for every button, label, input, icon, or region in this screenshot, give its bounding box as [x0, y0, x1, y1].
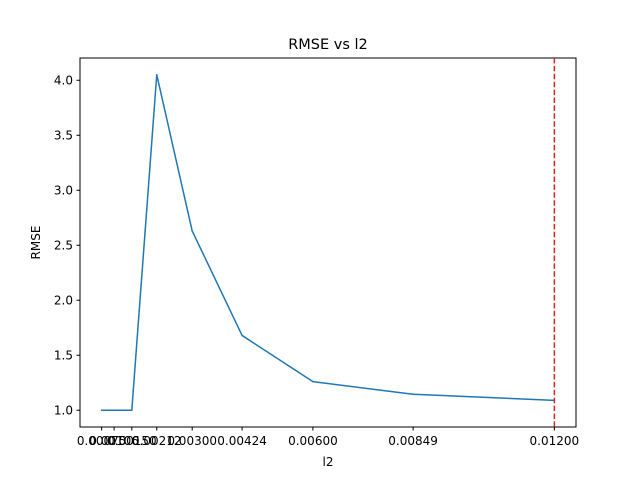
axes-frame — [79, 57, 577, 428]
data-point — [131, 409, 133, 412]
x-tick-label: 0.00212 — [132, 434, 182, 448]
y-tick-label: 1.0 — [54, 404, 73, 418]
x-tick-label: 0.00075 — [77, 434, 127, 448]
data-point — [241, 334, 243, 337]
x-tick-label: 0.00106 — [89, 434, 139, 448]
x-tick-label: 0.00849 — [388, 434, 438, 448]
y-tick-label: 2.0 — [54, 294, 73, 308]
y-tick-label: 1.5 — [54, 349, 73, 363]
data-point — [155, 73, 158, 76]
data-point — [191, 230, 193, 232]
x-tick-label: 0.00300 — [167, 434, 217, 448]
plot-area — [79, 57, 577, 428]
x-tick-label: 0.01200 — [530, 434, 580, 448]
y-axis: 1.0 1.5 2.0 2.5 3.0 3.5 4.0 — [54, 74, 80, 418]
data-point — [100, 409, 103, 412]
y-tick-label: 3.5 — [54, 129, 73, 143]
x-tick-label: 0.00600 — [288, 434, 338, 448]
data-point — [312, 380, 314, 383]
y-axis-label: RMSE — [29, 226, 43, 260]
x-tick-label: 0.00150 — [107, 434, 157, 448]
data-point — [113, 409, 115, 412]
y-tick-label: 2.5 — [54, 239, 73, 253]
chart-title: RMSE vs l2 — [288, 37, 368, 53]
x-axis-label: l2 — [323, 455, 334, 469]
x-tick-label: 0.00424 — [217, 434, 267, 448]
y-tick-label: 4.0 — [54, 74, 73, 88]
y-tick-label: 3.0 — [54, 184, 73, 198]
data-point — [412, 393, 414, 396]
